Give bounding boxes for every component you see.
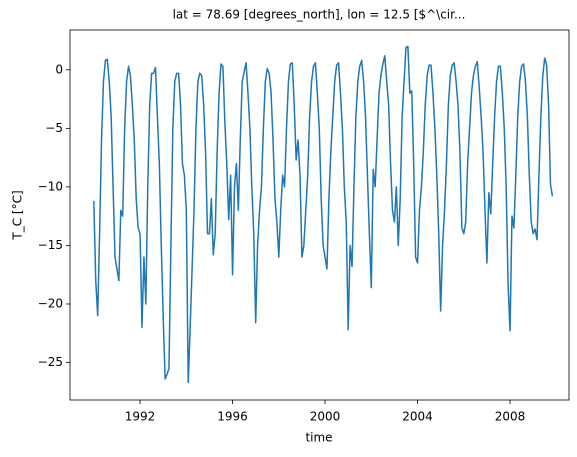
y-tick-label: −20 <box>38 296 63 310</box>
y-axis-label: T_C [°C] <box>11 190 25 240</box>
plot-frame <box>69 29 570 401</box>
x-tick-label: 1992 <box>125 410 156 424</box>
y-tick-label: −5 <box>45 121 63 135</box>
y-tick-label: 0 <box>55 62 63 76</box>
x-tick-label: 2004 <box>402 410 433 424</box>
x-axis-label: time <box>305 431 332 445</box>
x-tick-label: 2000 <box>310 410 341 424</box>
y-tick-label: −10 <box>38 179 63 193</box>
chart-title: lat = 78.69 [degrees_north], lon = 12.5 … <box>173 8 466 22</box>
y-tick-label: −25 <box>38 355 63 369</box>
x-tick-label: 2008 <box>495 410 526 424</box>
y-tick-label: −15 <box>38 238 63 252</box>
data-line <box>93 45 554 384</box>
x-tick-label: 1996 <box>217 410 248 424</box>
